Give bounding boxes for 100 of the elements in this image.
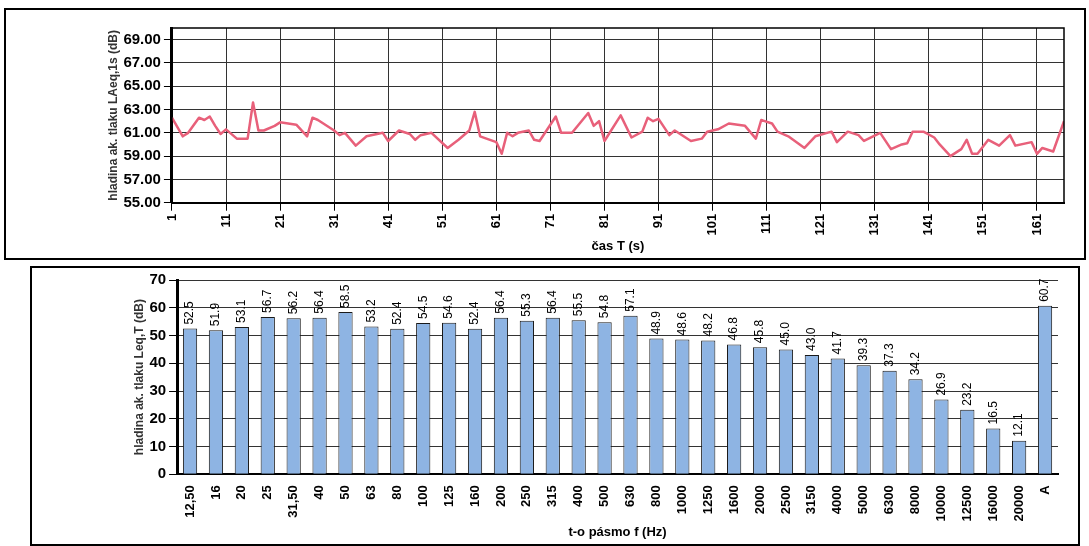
- x-tick-label: 16000: [984, 485, 1000, 522]
- x-tick-label: 16: [207, 485, 223, 500]
- data-label: 41.7: [830, 330, 845, 355]
- x-tick-label: 21: [271, 213, 287, 229]
- x-tick-label: 5000: [855, 485, 871, 515]
- data-label: 56.2: [285, 290, 300, 315]
- y-axis-title: hladina ak. tlaku LAeq,1s (dB): [105, 30, 120, 201]
- data-label: 56.4: [545, 290, 560, 314]
- data-label: 53.2: [363, 298, 378, 323]
- x-tick-label: 25: [259, 485, 275, 500]
- x-axis-title: čas T (s): [591, 237, 645, 253]
- x-tick-label: 151: [974, 213, 990, 236]
- data-label: 56.4: [493, 290, 508, 314]
- data-label: 60.7: [1037, 278, 1052, 302]
- x-tick-label: 1: [163, 213, 179, 221]
- x-tick-label: 315: [544, 485, 560, 507]
- x-tick-label: 11: [217, 213, 233, 228]
- x-tick-label: 80: [388, 485, 404, 500]
- data-label: 55.3: [519, 293, 534, 317]
- x-tick-label: 1000: [673, 485, 689, 515]
- y-tick-label: 55.00: [123, 192, 161, 210]
- data-label: 16.5: [985, 400, 1000, 425]
- x-tick-label: 41: [379, 213, 395, 229]
- data-label: 56.7: [260, 289, 275, 313]
- x-tick-label: 91: [650, 213, 666, 229]
- data-label: 54.5: [415, 295, 430, 320]
- data-label: 39.3: [855, 337, 870, 362]
- x-tick-label: 31: [325, 213, 341, 229]
- x-tick-label: 12,50: [181, 485, 197, 518]
- y-tick-label: 65.00: [123, 76, 161, 94]
- y-tick-label: 63.00: [123, 99, 161, 117]
- data-label: 52.4: [389, 301, 404, 325]
- data-label: 23.2: [959, 382, 974, 406]
- data-label: 48.6: [674, 311, 689, 336]
- y-tick-label: 70: [149, 270, 167, 288]
- x-tick-label: 141: [920, 213, 936, 236]
- x-tick-label: A: [1036, 484, 1052, 495]
- y-tick-label: 30: [149, 381, 167, 399]
- x-tick-label: 6300: [881, 485, 897, 515]
- x-tick-label: 20: [233, 485, 249, 500]
- y-tick-label: 69.00: [123, 29, 161, 47]
- x-tick-label: 100: [414, 485, 430, 507]
- y-tick-label: 60: [149, 297, 167, 315]
- x-tick-label: 800: [647, 485, 663, 507]
- data-label: 46.8: [726, 316, 741, 341]
- x-tick-label: 101: [704, 213, 720, 236]
- data-label: 12.1: [1011, 412, 1026, 437]
- x-tick-label: 2500: [777, 485, 793, 515]
- data-label: 45.8: [752, 319, 767, 344]
- x-tick-label: 500: [596, 485, 612, 507]
- x-tick-label: 1600: [725, 485, 741, 515]
- x-tick-label: 160: [466, 485, 482, 507]
- data-label: 54.8: [596, 294, 611, 319]
- y-tick-label: 0: [157, 464, 167, 482]
- y-axis-title: hladina ak. tlaku Leq,T (dB): [131, 299, 146, 456]
- x-axis-title: t-o pásmo f (Hz): [568, 523, 667, 539]
- x-tick-label: 20000: [1010, 485, 1026, 522]
- x-tick-label: 61: [487, 213, 503, 229]
- y-tick-label: 10: [149, 436, 167, 454]
- x-tick-label: 121: [812, 213, 828, 236]
- y-tick-label: 61.00: [123, 122, 161, 140]
- data-label: 57.1: [622, 288, 637, 312]
- x-tick-label: 31,50: [285, 485, 301, 518]
- data-label: 55.5: [570, 292, 585, 317]
- x-tick-label: 200: [492, 485, 508, 507]
- data-label: 48.9: [648, 310, 663, 335]
- x-tick-label: 40: [311, 485, 327, 500]
- x-tick-label: 2000: [751, 485, 767, 515]
- data-label: 26.9: [933, 371, 948, 396]
- x-tick-label: 4000: [829, 485, 845, 515]
- x-tick-label: 51: [433, 213, 449, 229]
- x-tick-label: 1250: [699, 485, 715, 515]
- y-tick-label: 57.00: [123, 169, 161, 187]
- data-label: 53.1: [234, 299, 249, 323]
- y-tick-label: 50: [149, 325, 167, 343]
- x-tick-label: 8000: [907, 485, 923, 515]
- x-tick-label: 400: [570, 485, 586, 507]
- y-tick-label: 67.00: [123, 53, 161, 71]
- x-tick-label: 81: [596, 213, 612, 229]
- data-label: 51.9: [208, 302, 223, 327]
- x-tick-label: 250: [518, 485, 534, 507]
- x-tick-label: 10000: [932, 485, 948, 522]
- x-tick-label: 71: [541, 213, 557, 229]
- data-label: 52.4: [467, 301, 482, 325]
- data-label: 34.2: [907, 351, 922, 376]
- data-label: 56.4: [311, 290, 326, 314]
- x-tick-label: 161: [1028, 213, 1044, 236]
- data-label: 43.0: [804, 327, 819, 351]
- y-tick-label: 20: [149, 408, 167, 426]
- x-tick-label: 630: [622, 485, 638, 507]
- x-tick-label: 50: [337, 485, 353, 500]
- data-label: 58.5: [337, 284, 352, 308]
- x-tick-label: 131: [866, 213, 882, 236]
- data-label: 37.3: [881, 343, 896, 367]
- x-tick-label: 111: [758, 213, 774, 234]
- x-tick-label: 125: [440, 485, 456, 507]
- x-tick-label: 12500: [958, 485, 974, 522]
- y-tick-label: 40: [149, 353, 167, 371]
- y-tick-label: 59.00: [123, 146, 161, 164]
- x-tick-label: 63: [362, 485, 378, 500]
